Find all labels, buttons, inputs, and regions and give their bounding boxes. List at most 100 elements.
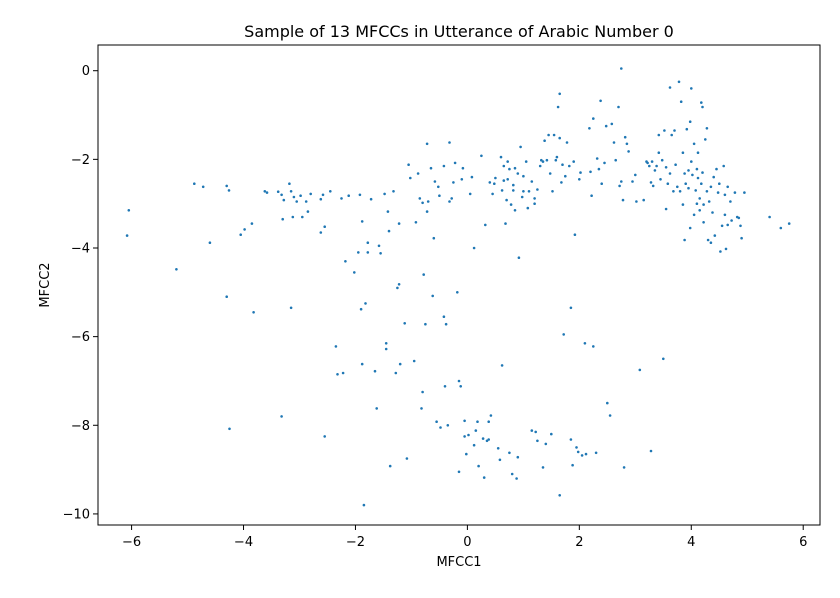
data-point	[526, 206, 530, 210]
data-point	[555, 155, 559, 159]
data-point	[510, 472, 514, 476]
data-point	[666, 182, 670, 185]
data-point	[536, 188, 539, 191]
data-point	[545, 158, 549, 162]
data-point	[623, 135, 627, 139]
data-point	[508, 167, 511, 171]
data-point	[515, 477, 518, 480]
data-point	[705, 127, 709, 130]
data-point	[696, 151, 700, 154]
data-point	[600, 182, 603, 185]
data-point	[319, 231, 323, 234]
data-point	[505, 198, 508, 202]
data-point	[321, 193, 325, 197]
data-point	[225, 295, 228, 299]
data-point	[690, 87, 693, 90]
data-point	[265, 191, 269, 194]
data-point	[597, 167, 601, 171]
data-point	[552, 133, 556, 137]
data-point	[575, 446, 578, 449]
data-point	[522, 174, 525, 178]
y-tick-label: 0	[82, 64, 90, 79]
data-point	[336, 373, 339, 376]
data-point	[544, 442, 548, 446]
data-point	[548, 172, 552, 175]
data-point	[698, 197, 701, 200]
data-point	[709, 185, 713, 189]
data-point	[437, 185, 440, 189]
data-point	[291, 215, 295, 219]
data-point	[524, 160, 528, 163]
data-point	[409, 176, 412, 180]
data-point	[384, 342, 388, 345]
data-point	[580, 454, 584, 457]
data-point	[704, 138, 707, 141]
data-point	[724, 247, 728, 251]
data-point	[384, 347, 388, 351]
data-point	[431, 294, 435, 298]
data-point	[726, 223, 729, 227]
data-point	[499, 155, 503, 159]
data-point	[329, 190, 332, 193]
data-point	[533, 202, 536, 205]
data-point	[743, 191, 746, 194]
data-point	[460, 178, 464, 181]
x-tick-label: −2	[346, 535, 365, 550]
data-point	[737, 216, 741, 220]
data-point	[739, 224, 742, 228]
data-point	[512, 183, 515, 187]
data-point	[541, 160, 545, 163]
data-point	[375, 407, 379, 410]
data-point	[379, 252, 382, 255]
data-point	[474, 429, 478, 432]
data-point	[175, 268, 178, 271]
data-point	[681, 203, 685, 206]
data-point	[634, 173, 637, 177]
data-point	[519, 145, 522, 149]
data-point	[344, 260, 347, 263]
data-point	[513, 209, 517, 212]
data-point	[487, 420, 491, 424]
data-point	[550, 432, 553, 436]
y-tick-label: −8	[71, 419, 90, 434]
data-point	[366, 251, 370, 254]
data-point	[392, 190, 395, 193]
data-point	[281, 217, 285, 221]
chart-title: Sample of 13 MFCCs in Utterance of Arabi…	[244, 22, 674, 41]
data-point	[481, 437, 485, 440]
data-point	[439, 426, 442, 429]
data-point	[733, 191, 737, 194]
data-point	[530, 180, 534, 183]
data-point	[369, 197, 373, 201]
data-point	[681, 151, 685, 154]
data-point	[706, 238, 710, 242]
data-point	[668, 172, 672, 175]
data-point	[702, 221, 705, 224]
data-point	[705, 190, 709, 193]
data-point	[579, 171, 582, 174]
data-point	[353, 271, 356, 274]
data-point	[694, 189, 697, 192]
data-point	[653, 169, 657, 172]
data-point	[547, 133, 550, 137]
data-point	[467, 433, 470, 437]
data-point	[707, 200, 711, 203]
data-point	[723, 213, 727, 217]
data-point	[442, 164, 446, 168]
points-layer	[125, 67, 791, 507]
data-point	[679, 100, 683, 103]
data-point	[472, 246, 476, 250]
data-point	[407, 163, 410, 166]
data-point	[659, 178, 662, 181]
data-point	[280, 193, 283, 197]
data-point	[498, 458, 502, 462]
data-point	[470, 175, 474, 179]
data-point	[496, 447, 500, 450]
data-point	[657, 151, 661, 154]
data-point	[646, 161, 649, 165]
data-point	[663, 129, 666, 132]
data-point	[358, 193, 362, 197]
data-point	[489, 414, 493, 417]
data-point	[493, 182, 496, 185]
data-point	[276, 190, 280, 193]
